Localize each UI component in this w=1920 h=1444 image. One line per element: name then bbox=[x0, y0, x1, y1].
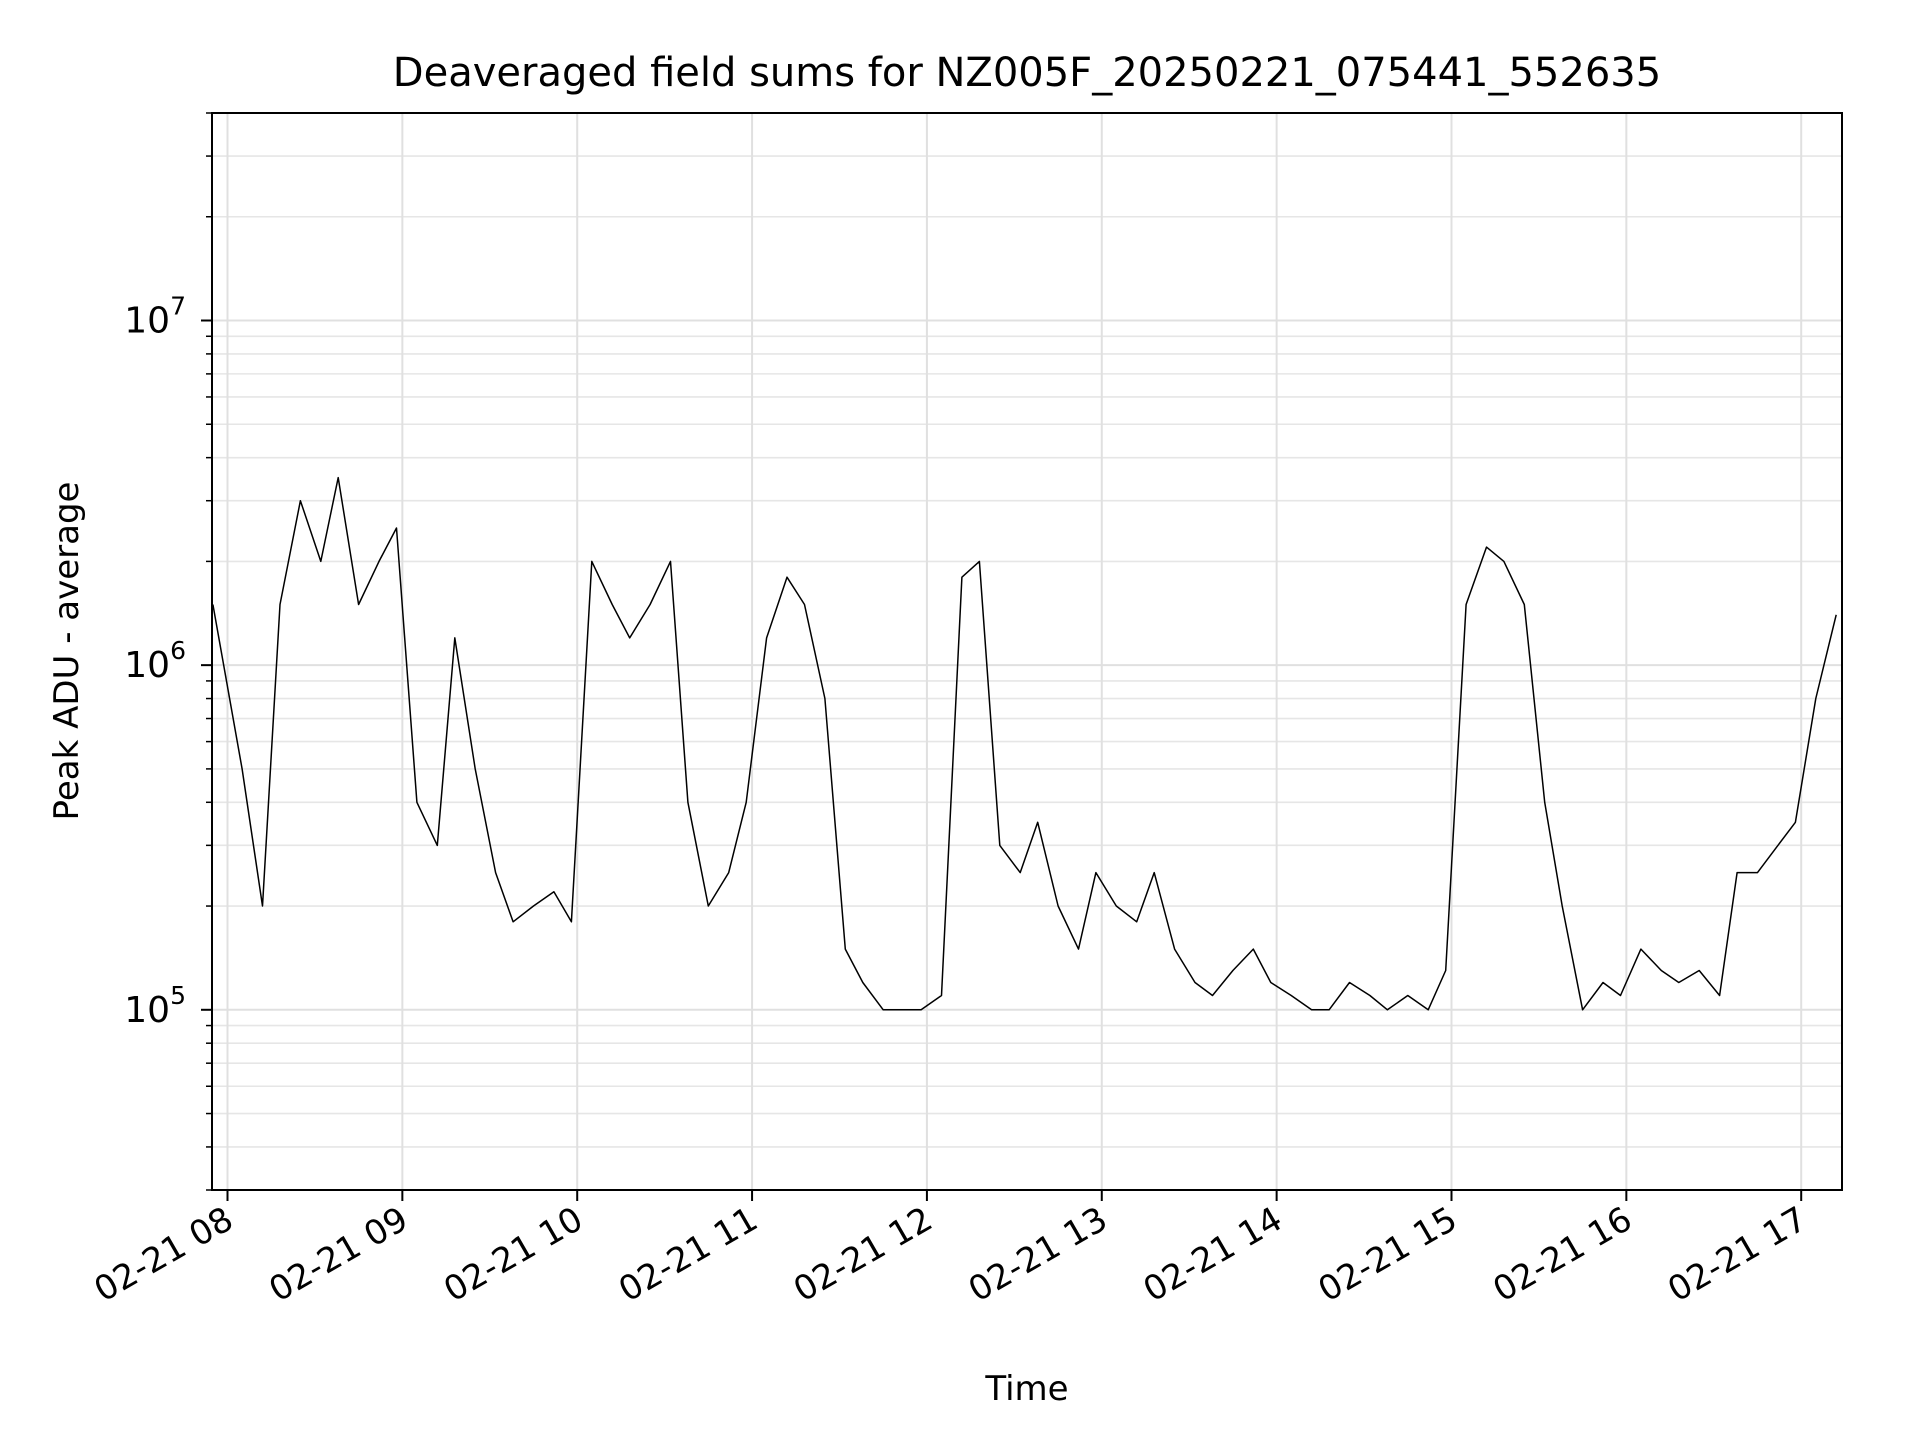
grid-lines bbox=[212, 112, 1842, 1191]
chart-title: Deaveraged field sums for NZ005F_2025022… bbox=[393, 50, 1661, 96]
y-axis-ticks: 105 106 107 bbox=[124, 112, 212, 1191]
y-tick-label: 105 bbox=[124, 981, 186, 1031]
series-line bbox=[212, 476, 1837, 1011]
y-tick-label: 106 bbox=[124, 636, 186, 686]
y-axis-label: Peak ADU - average bbox=[47, 482, 87, 821]
y-tick-label: 107 bbox=[124, 291, 186, 341]
data-series bbox=[212, 476, 1837, 1011]
plot-area-frame bbox=[211, 112, 1843, 1191]
x-axis-label: Time bbox=[984, 1369, 1068, 1409]
